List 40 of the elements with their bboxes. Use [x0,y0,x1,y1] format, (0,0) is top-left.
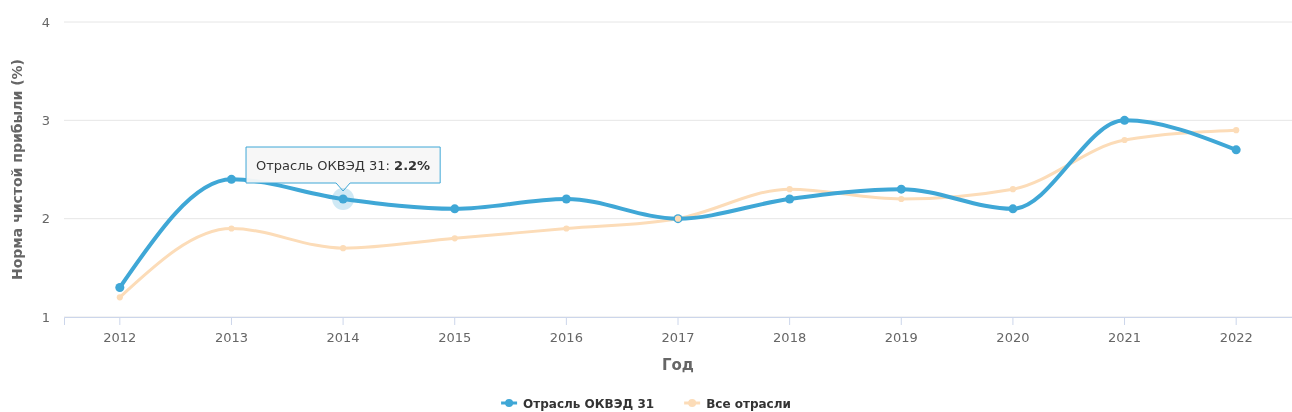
x-tick-label: 2016 [549,330,583,346]
annotation: Отрасль ОКВЭД 31: 2.2% [256,158,431,173]
point [1231,145,1241,155]
x-tick-label: 2020 [996,330,1030,346]
y-tick-label: 2 [41,211,50,227]
x-tick-label: 2021 [1108,330,1142,346]
point [451,235,458,242]
point [228,225,235,232]
point [898,195,905,203]
y-tick-label: 1 [41,309,50,325]
x-axis-title: Год [662,356,694,374]
tooltip-callout: Отрасль ОКВЭД 31: 2.2% [245,146,441,192]
x-tick-label: 2012 [103,330,137,346]
x-tick-label: 2014 [326,330,360,346]
x-tick-label: 2022 [1219,330,1253,346]
x-tick-label: 2015 [438,330,472,346]
x-tick-label: 2018 [773,330,807,346]
point [896,184,906,194]
point [450,204,460,214]
x-tick-label: 2013 [214,330,248,346]
legend-label: Все отрасли [706,396,791,411]
y-tick-label: 4 [41,14,50,30]
point [115,282,125,293]
x-tick-label: 2017 [661,330,695,346]
x-tick-label: 2019 [884,330,918,346]
point [226,174,236,184]
y-tick-label: 3 [41,112,50,128]
legend-label: Отрасль ОКВЭД 31 [523,396,655,411]
point [785,194,795,204]
point [1121,136,1128,144]
point [1008,204,1018,214]
point [563,225,570,232]
point [1233,127,1240,134]
point [561,194,571,204]
y-axis-title: Норма чистой прибыли (%) [9,59,25,280]
point [116,294,123,301]
point [786,186,793,193]
point [340,245,347,252]
point [1120,115,1130,125]
point [1009,186,1016,193]
